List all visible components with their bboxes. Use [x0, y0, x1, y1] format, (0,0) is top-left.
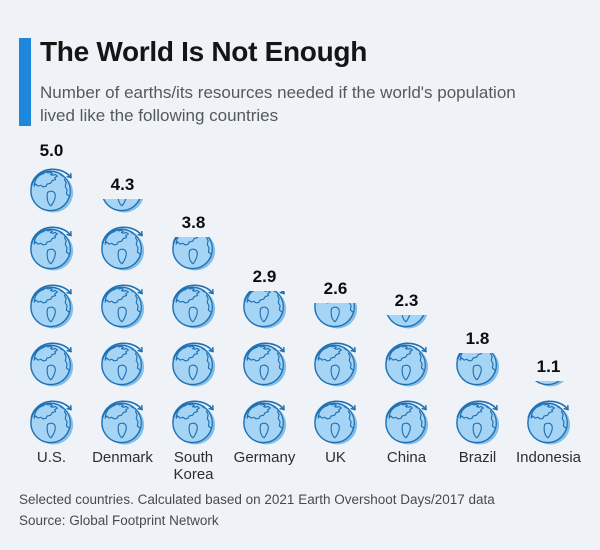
- earth-icon: [25, 397, 79, 445]
- earth-icon: [25, 281, 79, 329]
- page-title: The World Is Not Enough: [40, 36, 367, 67]
- value-label: 5.0: [39, 141, 64, 160]
- subtitle: Number of earths/its resources needed if…: [40, 83, 516, 125]
- value-label: 1.1: [536, 357, 561, 376]
- chart-column-u-s: 5.0 U.S.: [16, 139, 87, 484]
- country-label: Germany: [233, 449, 296, 466]
- earth-icon: [380, 397, 434, 445]
- earth-icon: [238, 291, 292, 329]
- earth-icon-partial: [167, 237, 221, 271]
- country-label: Indonesia: [515, 449, 582, 466]
- earth-icon-partial: [380, 315, 434, 329]
- icon-stack: 2.6: [309, 139, 363, 445]
- earth-icon: [25, 339, 79, 387]
- value-label: 2.6: [323, 279, 348, 298]
- earth-icon: [96, 281, 150, 329]
- earth-icon: [451, 353, 505, 387]
- value-label: 3.8: [181, 213, 206, 232]
- chart-column-denmark: 4.3 Denmark: [87, 139, 158, 484]
- chart-column-china: 2.3 China: [371, 139, 442, 484]
- earth-icon: [96, 199, 150, 213]
- earth-icon: [309, 397, 363, 445]
- earth-icon: [167, 397, 221, 445]
- country-label: China: [386, 449, 427, 466]
- country-label: South Korea: [173, 449, 214, 483]
- earth-icon: [380, 339, 434, 387]
- chart-column-indonesia: 1.1 Indonesia: [513, 139, 584, 484]
- icon-stack: 3.8: [167, 139, 221, 445]
- country-label: U.S.: [36, 449, 67, 466]
- country-label: UK: [325, 449, 346, 466]
- value-label: 2.9: [252, 267, 277, 286]
- chart-column-uk: 2.6 UK: [300, 139, 371, 484]
- earth-icon: [25, 165, 79, 213]
- earth-icon: [167, 281, 221, 329]
- earths-chart: 5.0 U.S. 4.3 Denmark 3.8 South Korea 2.9 German…: [16, 139, 584, 484]
- icon-stack: 2.9: [238, 139, 292, 445]
- earth-icon: [238, 339, 292, 387]
- earth-icon: [522, 397, 576, 445]
- earth-icon: [167, 237, 221, 271]
- earth-icon: [309, 303, 363, 329]
- earth-icon: [96, 223, 150, 271]
- icon-stack: 2.3: [380, 139, 434, 445]
- value-label: 1.8: [465, 329, 490, 348]
- chart-column-germany: 2.9 Germany: [229, 139, 300, 484]
- earth-icon-partial: [309, 303, 363, 329]
- icon-stack: 1.1: [522, 139, 576, 445]
- earth-icon: [25, 223, 79, 271]
- earth-icon-partial: [238, 291, 292, 329]
- chart-column-south-korea: 3.8 South Korea: [158, 139, 229, 484]
- icon-stack: 4.3: [96, 139, 150, 445]
- earth-icon: [96, 339, 150, 387]
- footer: Selected countries. Calculated based on …: [19, 489, 495, 531]
- earth-icon: [309, 339, 363, 387]
- earth-icon: [167, 339, 221, 387]
- icon-stack: 5.0: [25, 139, 79, 445]
- earth-icon: [96, 397, 150, 445]
- earth-icon: [522, 381, 576, 387]
- footer-note: Selected countries. Calculated based on …: [19, 492, 495, 507]
- icon-stack: 1.8: [451, 139, 505, 445]
- title-accent-bar: [19, 38, 31, 126]
- earth-icon: [238, 397, 292, 445]
- country-label: Denmark: [92, 449, 153, 466]
- earth-icon: [380, 315, 434, 329]
- footer-source: Source: Global Footprint Network: [19, 513, 219, 528]
- value-label: 4.3: [110, 175, 135, 194]
- earth-icon-partial: [451, 353, 505, 387]
- value-label: 2.3: [394, 291, 419, 310]
- earth-icon-partial: [96, 199, 150, 213]
- country-label: Brazil: [458, 449, 497, 466]
- chart-column-brazil: 1.8 Brazil: [442, 139, 513, 484]
- earth-icon: [451, 397, 505, 445]
- earth-icon-partial: [522, 381, 576, 387]
